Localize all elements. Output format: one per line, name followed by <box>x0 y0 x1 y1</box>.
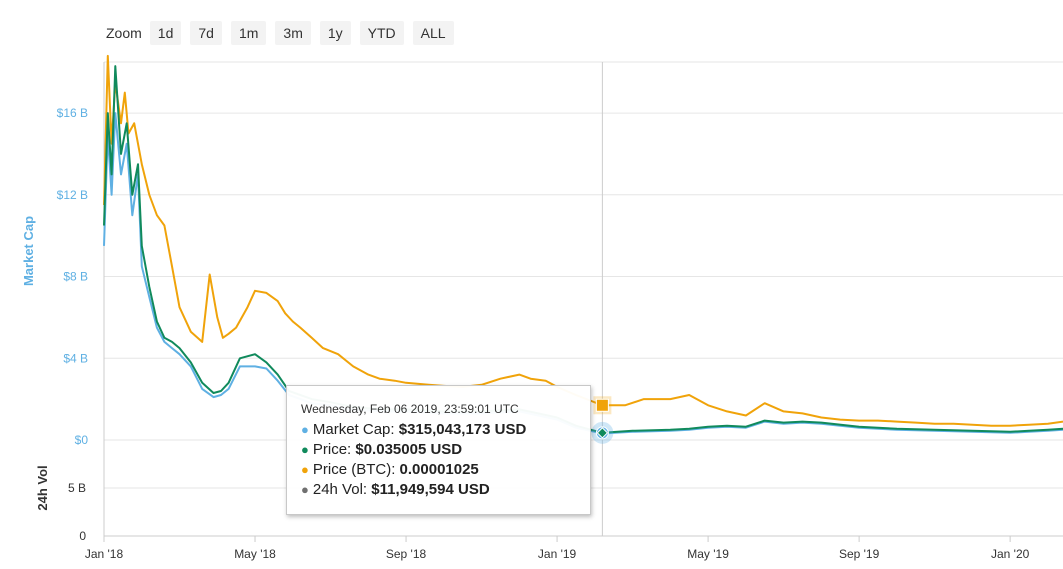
volume-dot-icon: ● <box>301 482 309 497</box>
volume-axis-title: 24h Vol <box>35 465 50 510</box>
y-tick-label: $16 B <box>57 106 88 120</box>
tooltip-date: Wednesday, Feb 06 2019, 23:59:01 UTC <box>301 402 519 416</box>
tooltip-label: Price (BTC): <box>312 461 396 478</box>
x-tick-label: Jan '20 <box>991 547 1030 561</box>
x-tick-label: May '18 <box>234 547 276 561</box>
x-tick-label: Sep '19 <box>839 547 880 561</box>
tooltip-value: $11,949,594 USD <box>371 481 490 498</box>
x-tick-label: Jan '19 <box>538 547 577 561</box>
tooltip-value: $315,043,173 USD <box>398 421 527 438</box>
zoom-label: Zoom <box>106 25 142 41</box>
tooltip-value: 0.00001025 <box>399 461 479 478</box>
market-cap-dot-icon: ● <box>301 422 309 437</box>
y-axis-title: Market Cap <box>21 216 36 286</box>
x-tick-label: Jan '18 <box>85 547 124 561</box>
price-dot-icon: ● <box>301 442 309 457</box>
price-btc-dot-icon: ● <box>301 462 309 477</box>
volume-tick-label: 0 <box>79 529 86 543</box>
series-line-price-btc <box>103 54 1063 427</box>
tooltip-row-price: ● Price: $0.035005 USD <box>301 440 590 460</box>
tooltip-value: $0.035005 USD <box>355 441 463 458</box>
x-tick-label: May '19 <box>687 547 729 561</box>
zoom-1y-button[interactable]: 1y <box>319 21 351 45</box>
tooltip-row-volume: ● 24h Vol: $11,949,594 USD <box>301 480 590 500</box>
zoom-1m-button[interactable]: 1m <box>230 21 267 45</box>
zoom-all-button[interactable]: ALL <box>412 21 454 45</box>
series-line-price <box>103 65 1063 434</box>
tooltip-label: Market Cap: <box>312 421 395 438</box>
price-btc-marker <box>595 398 609 412</box>
y-tick-label: $8 B <box>63 270 88 284</box>
tooltip-row-market-cap: ● Market Cap: $315,043,173 USD <box>301 420 590 440</box>
tooltip-label: Price: <box>312 441 352 458</box>
volume-tick-label: 5 B <box>68 481 86 495</box>
zoom-1d-button[interactable]: 1d <box>149 21 182 45</box>
zoom-ytd-button[interactable]: YTD <box>359 21 404 45</box>
y-tick-label: $0 <box>75 433 89 447</box>
tooltip-row-price-btc: ● Price (BTC): 0.00001025 <box>301 460 590 480</box>
zoom-7d-button[interactable]: 7d <box>190 21 222 45</box>
tooltip-label: 24h Vol: <box>312 481 368 498</box>
zoom-bar: Zoom 1d 7d 1m 3m 1y YTD ALL <box>106 20 463 46</box>
price-marker <box>596 427 609 439</box>
chart-tooltip: Wednesday, Feb 06 2019, 23:59:01 UTC ● Ma… <box>286 385 591 515</box>
zoom-3m-button[interactable]: 3m <box>275 21 311 45</box>
y-tick-label: $12 B <box>57 188 88 202</box>
x-tick-label: Sep '18 <box>386 547 427 561</box>
y-tick-label: $4 B <box>63 351 88 365</box>
